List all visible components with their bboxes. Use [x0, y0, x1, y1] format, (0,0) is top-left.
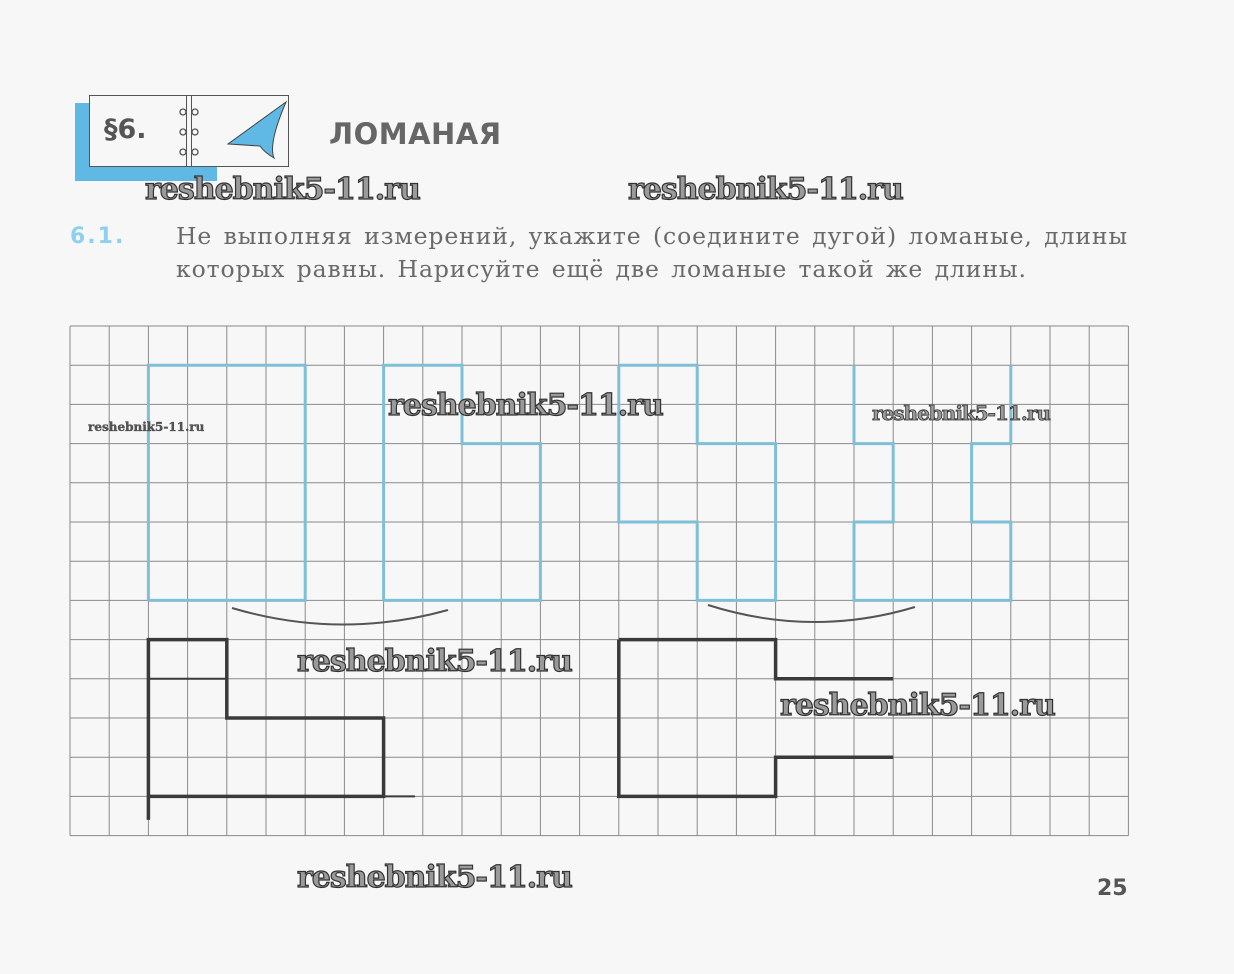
drawn-polyline — [617, 639, 894, 799]
watermark: reshebnik5-11.ru — [627, 171, 904, 207]
watermark: reshebnik5-11.ru — [779, 687, 1056, 723]
printed-polyline — [617, 363, 778, 602]
watermark: reshebnik5-11.ru — [296, 643, 573, 679]
exercise-text: Не выполняя измерений, укажите (соединит… — [176, 220, 1128, 286]
section-number: §6. — [104, 114, 147, 145]
printed-polyline — [382, 363, 542, 602]
printed-polyline — [852, 365, 1013, 602]
drawn-polyline — [618, 637, 894, 681]
watermark: reshebnik5-11.ru — [144, 171, 421, 207]
connecting-arc — [707, 604, 916, 623]
exercise-line: которых равны. Нарисуйте ещё две ломаные… — [176, 255, 1027, 283]
watermark: reshebnik5-11.ru — [387, 387, 664, 423]
page-curl-icon — [226, 100, 288, 160]
printed-polyline — [146, 363, 307, 602]
connecting-arc — [231, 607, 449, 626]
watermark: reshebnik5-11.ru — [872, 401, 1052, 426]
section-title: ЛОМАНАЯ — [329, 117, 502, 151]
page-number: 25 — [1097, 876, 1128, 901]
exercise-line: Не выполняя измерений, укажите (соединит… — [176, 222, 1129, 250]
watermark: reshebnik5-11.ru — [88, 420, 205, 434]
watermark: reshebnik5-11.ru — [296, 859, 573, 895]
exercise-number: 6.1. — [70, 224, 126, 249]
section-badge: §6. — [89, 95, 289, 167]
notebook-rings-icon — [179, 108, 199, 156]
